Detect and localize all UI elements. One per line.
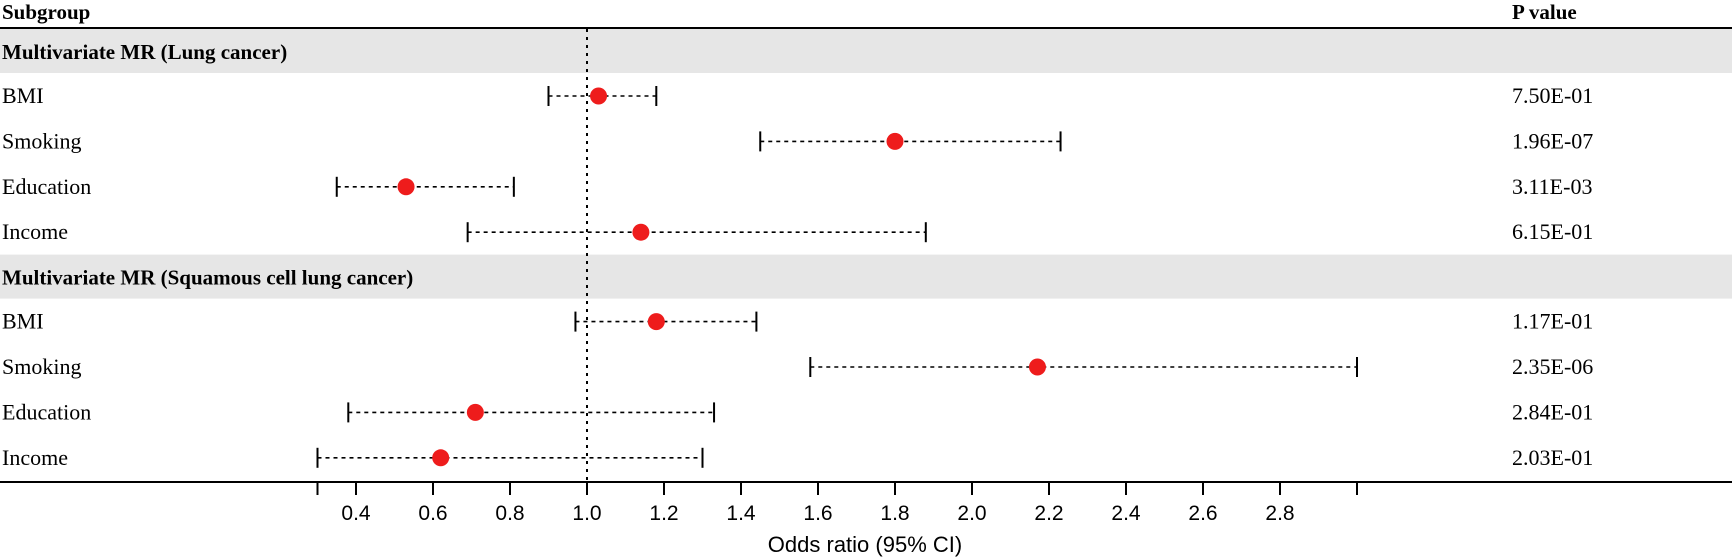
x-tick-label: 1.0	[572, 502, 601, 525]
x-tick-label: 2.8	[1265, 502, 1294, 525]
or-point	[590, 87, 608, 105]
or-point	[397, 178, 415, 196]
p-value: 1.17E-01	[1512, 309, 1593, 334]
pvalue-header: P value	[1512, 0, 1577, 24]
p-value: 2.84E-01	[1512, 399, 1593, 424]
x-tick-label: 1.6	[803, 502, 832, 525]
or-point	[466, 403, 484, 421]
group-bands	[0, 29, 1732, 299]
subgroup-header: Subgroup	[2, 0, 90, 24]
row-label: Smoking	[2, 128, 81, 153]
or-point	[647, 313, 665, 331]
x-tick-label: 0.6	[418, 502, 447, 525]
x-axis: 0.4 0.6 0.8 1.0 1.2 1.4 1.6 1.8 2.0 2.2 2.4 2.6 2.8	[0, 481, 1732, 525]
group-title: Multivariate MR (Squamous cell lung canc…	[2, 266, 413, 290]
group-band	[0, 254, 1732, 299]
x-tick-label: 0.4	[341, 502, 371, 525]
row-label: Smoking	[2, 354, 81, 379]
row-label: BMI	[2, 309, 44, 334]
group-title: Multivariate MR (Lung cancer)	[2, 40, 287, 64]
or-point	[632, 223, 650, 241]
x-axis-title: Odds ratio (95% CI)	[768, 532, 962, 557]
x-tick-label: 1.8	[880, 502, 909, 525]
or-point	[886, 132, 904, 150]
x-tick-label: 2.0	[957, 502, 986, 525]
or-point	[1028, 358, 1046, 376]
p-value: 1.96E-07	[1512, 128, 1593, 153]
x-tick-label: 2.6	[1188, 502, 1217, 525]
row-label: Education	[2, 174, 91, 199]
p-value: 6.15E-01	[1512, 219, 1593, 244]
p-value: 7.50E-01	[1512, 83, 1593, 108]
row-label: Education	[2, 399, 91, 424]
x-tick-label: 1.4	[726, 502, 756, 525]
row-label: BMI	[2, 83, 44, 108]
group-band	[0, 29, 1732, 73]
x-tick-label: 0.8	[495, 502, 524, 525]
p-value: 3.11E-03	[1512, 174, 1592, 199]
x-tick-label: 2.2	[1034, 502, 1063, 525]
row-label: Income	[2, 219, 68, 244]
p-value: 2.03E-01	[1512, 445, 1593, 470]
row-label: Income	[2, 445, 68, 470]
x-tick-label: 1.2	[649, 502, 678, 525]
forest-rows: Multivariate MR (Lung cancer) BMI 7.50E-01…	[2, 29, 1593, 482]
x-tick-label: 2.4	[1111, 502, 1141, 525]
or-point	[432, 449, 450, 467]
p-value: 2.35E-06	[1512, 354, 1593, 379]
